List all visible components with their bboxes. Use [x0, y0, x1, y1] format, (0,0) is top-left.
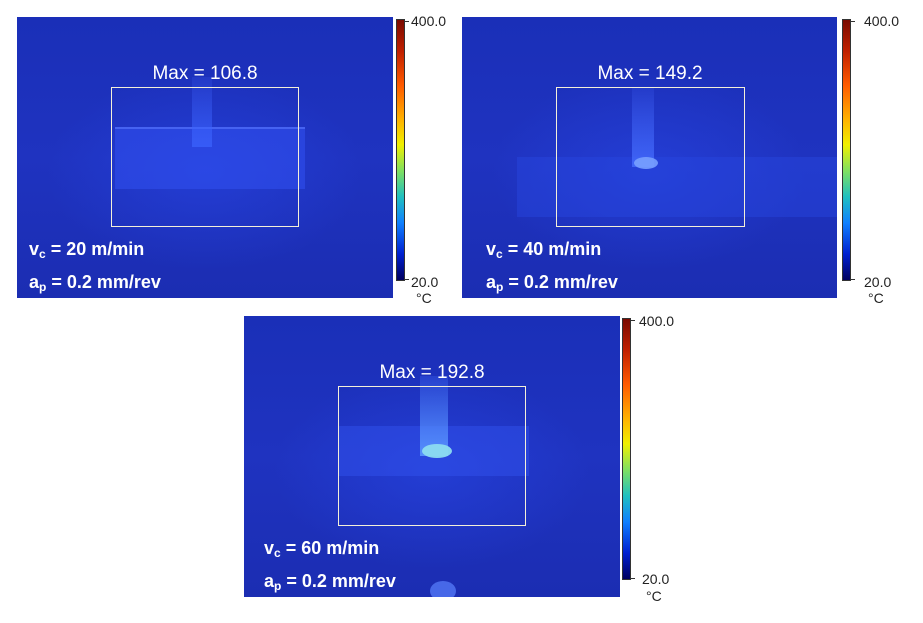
scale-min-label: 20.0 — [642, 571, 670, 587]
max-temperature-label: Max = 149.2 — [597, 63, 703, 84]
roi-box — [111, 87, 299, 227]
scale-tick-top — [851, 21, 855, 22]
workpiece-block — [517, 157, 837, 217]
scale-max-label: 400.0 — [864, 13, 900, 29]
scale-tick-bottom — [851, 279, 855, 280]
temperature-scale-bar — [842, 19, 851, 281]
temperature-scale-bar — [622, 318, 631, 580]
cutting-speed-label: vc = 60 m/min — [264, 538, 380, 560]
feed-label: ap = 0.2 mm/rev — [264, 571, 396, 593]
scale-unit-label: °C — [646, 588, 662, 604]
cutting-parameters: vc = 20 m/min ap = 0.2 mm/rev — [29, 235, 161, 298]
cutting-speed-label: vc = 20 m/min — [29, 239, 145, 261]
chip-glow — [430, 581, 456, 597]
thermal-image-2: Max = 149.2 vc = 40 m/min ap = 0.2 mm/re… — [462, 17, 837, 298]
cutting-parameters: vc = 60 m/min ap = 0.2 mm/rev — [264, 534, 396, 597]
feed-label: ap = 0.2 mm/rev — [29, 272, 161, 294]
max-temperature-label: Max = 106.8 — [152, 63, 258, 84]
scale-tick-bottom — [631, 578, 635, 579]
hot-spot — [634, 157, 658, 169]
scale-min-label: 20.0 — [411, 274, 439, 290]
cutting-parameters: vc = 40 m/min ap = 0.2 mm/rev — [486, 235, 618, 298]
tool-glow — [192, 77, 212, 147]
scale-tick-top — [405, 21, 409, 22]
tool-glow — [420, 376, 448, 456]
scale-max-label: 400.0 — [639, 313, 675, 329]
cutting-speed-label: vc = 40 m/min — [486, 239, 602, 261]
scale-min-label: 20.0 — [864, 274, 892, 290]
scale-unit-label: °C — [416, 290, 432, 306]
tool-glow — [632, 87, 654, 167]
roi-box — [338, 386, 526, 526]
thermal-image-1: Max = 106.8 vc = 20 m/min ap = 0.2 mm/re… — [17, 17, 393, 298]
max-temperature-label: Max = 192.8 — [379, 362, 485, 383]
hot-spot — [422, 444, 452, 458]
thermal-image-3: Max = 192.8 vc = 60 m/min ap = 0.2 mm/re… — [244, 316, 620, 597]
scale-unit-label: °C — [868, 290, 884, 306]
roi-box — [556, 87, 745, 227]
scale-tick-top — [631, 320, 635, 321]
scale-max-label: 400.0 — [411, 13, 447, 29]
scale-tick-bottom — [405, 279, 409, 280]
feed-label: ap = 0.2 mm/rev — [486, 272, 618, 294]
temperature-scale-bar — [396, 19, 405, 281]
